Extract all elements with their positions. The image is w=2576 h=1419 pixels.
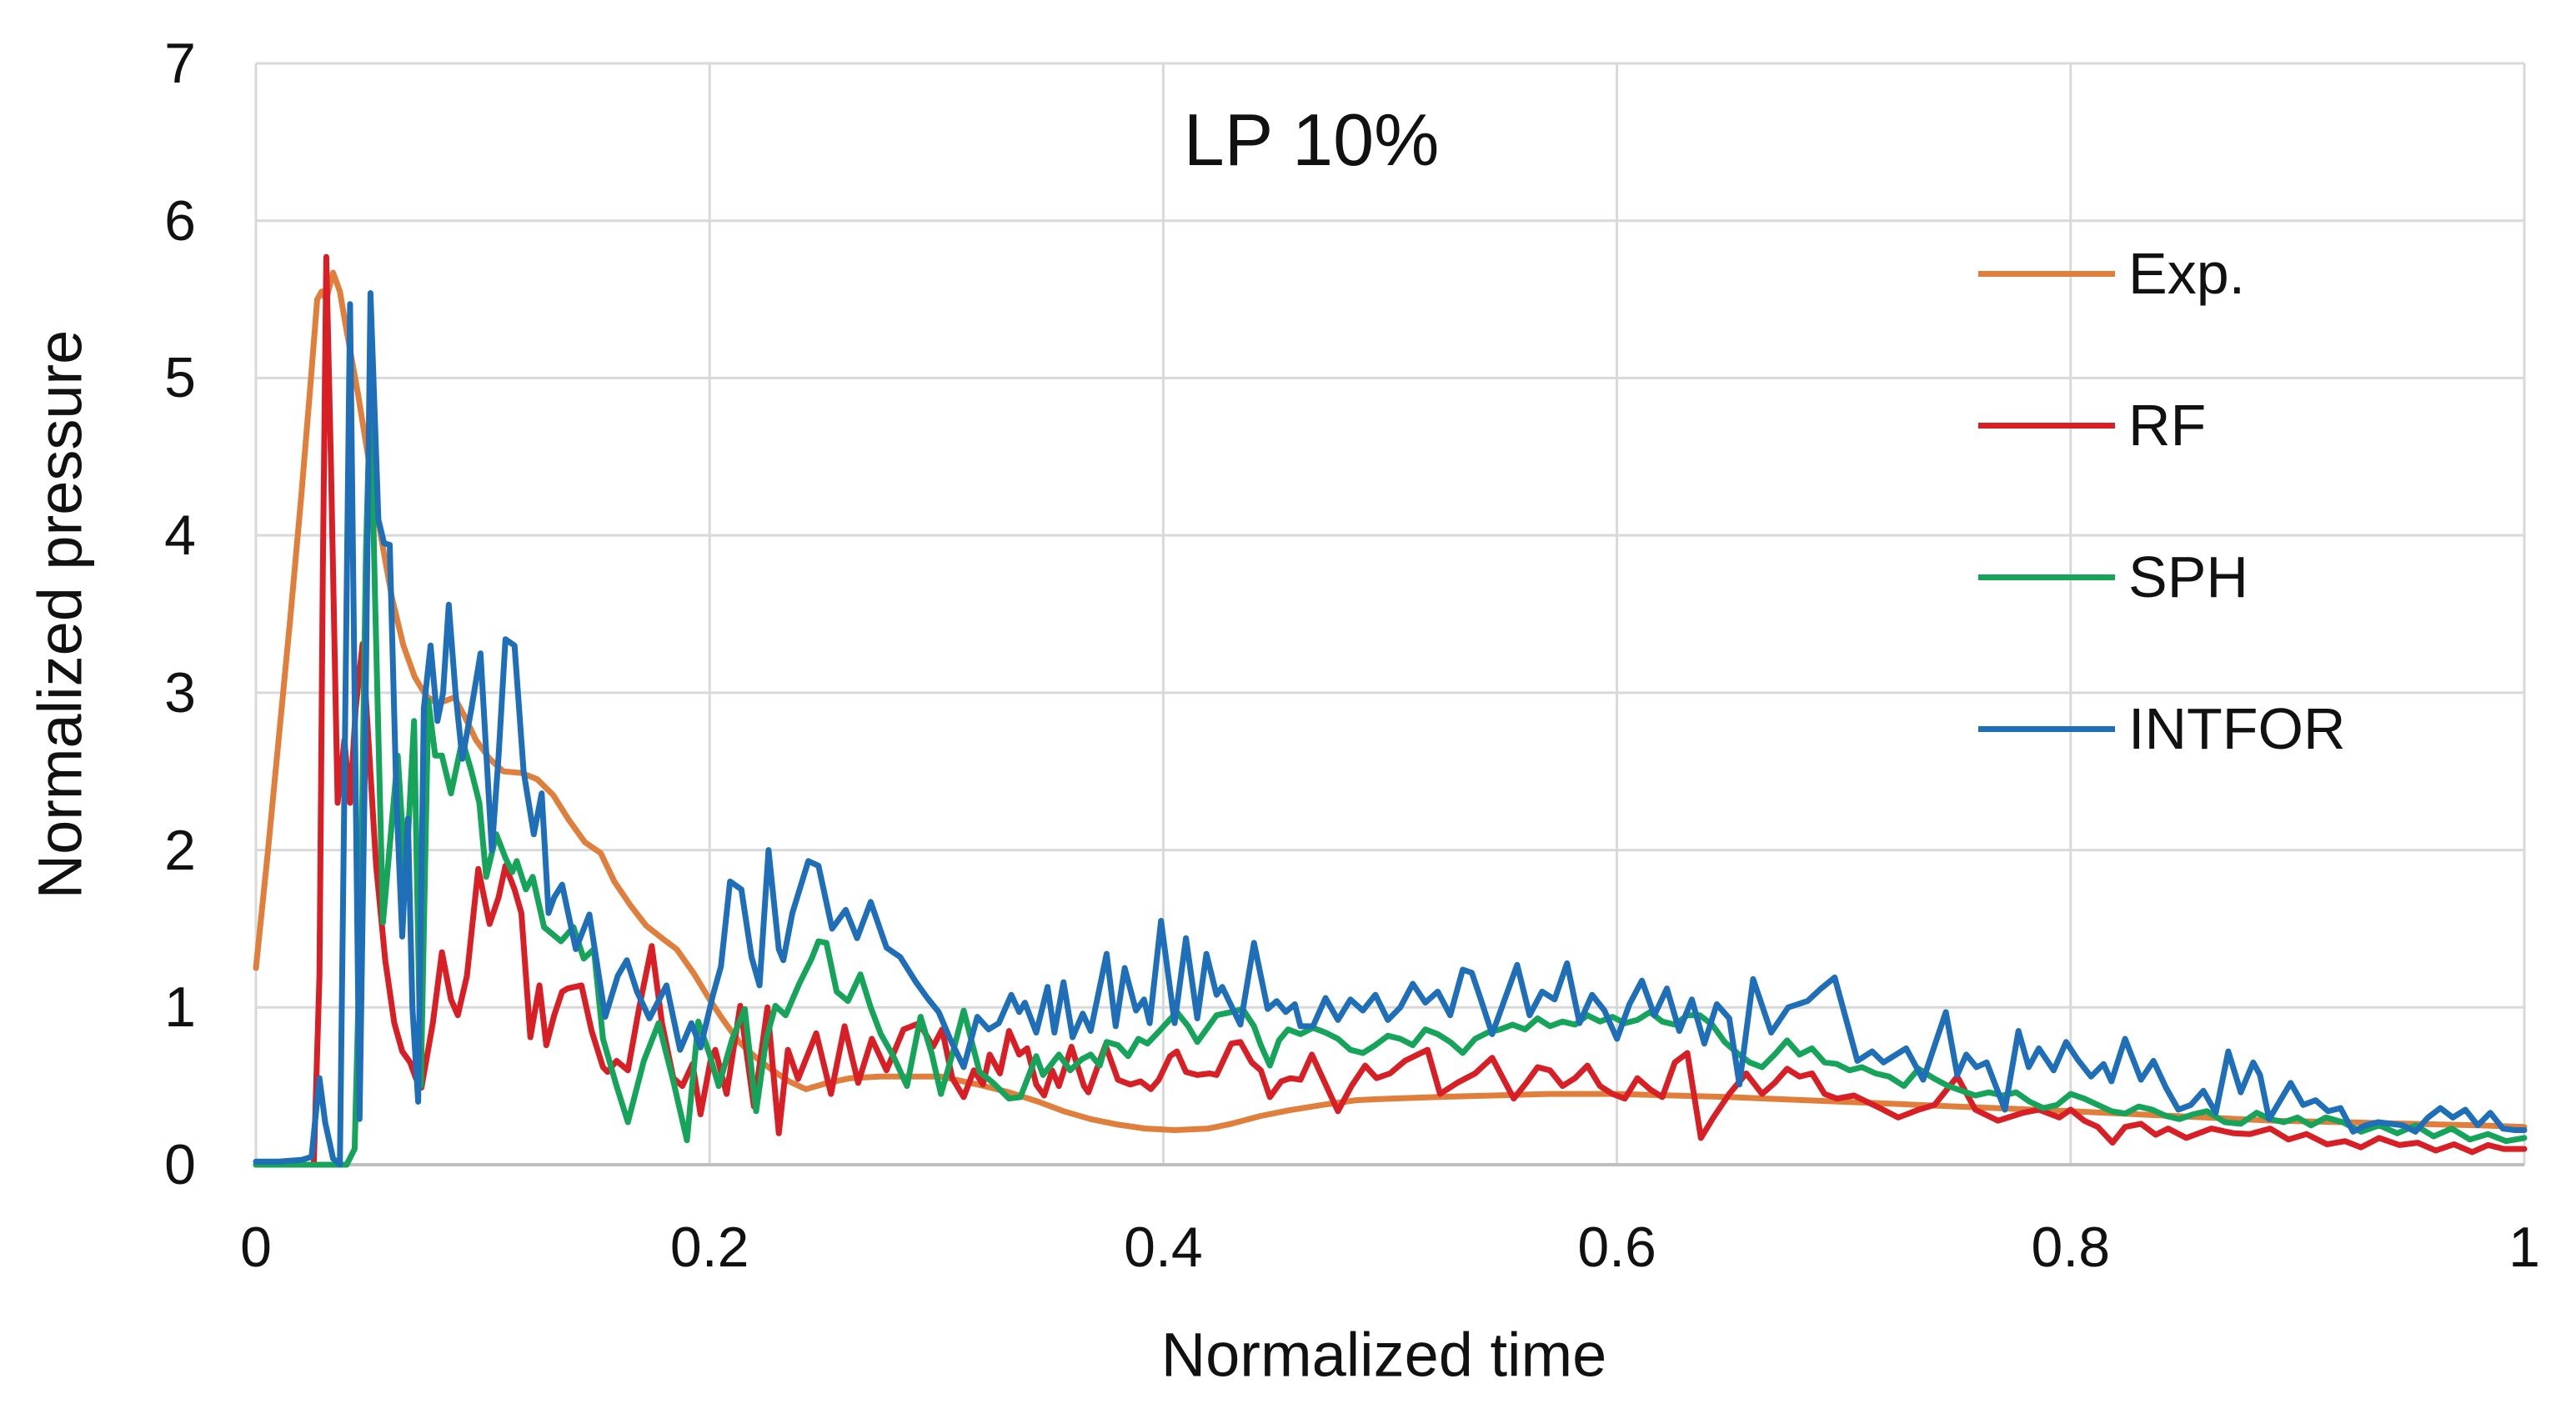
legend-label: SPH [2128, 544, 2248, 609]
y-tick-label: 2 [164, 818, 196, 882]
y-tick-label: 6 [164, 188, 196, 253]
y-axis-title: Normalized pressure [25, 329, 95, 900]
y-tick-label: 0 [164, 1133, 196, 1196]
legend-item-exp: Exp. [1978, 243, 2245, 303]
legend-line-swatch [1978, 725, 2115, 732]
x-tick-label: 0.6 [1577, 1216, 1656, 1279]
x-tick-label: 0.8 [2031, 1216, 2111, 1279]
series-line-rf [253, 253, 2528, 1168]
legend-line-swatch [1978, 270, 2115, 277]
legend-item-sph: SPH [1978, 547, 2248, 607]
x-tick-label: 1 [2508, 1216, 2540, 1279]
x-tick-label: 0.4 [1124, 1216, 1203, 1279]
legend-item-intfor: INTFOR [1978, 699, 2346, 759]
y-tick-label: 4 [164, 504, 196, 568]
y-tick-label: 7 [164, 32, 196, 95]
legend-line-swatch [1978, 574, 2115, 580]
legend-line-swatch [1978, 422, 2115, 429]
gridlines [256, 63, 2524, 1165]
x-tick-label: 0.2 [669, 1216, 749, 1279]
y-tick-label: 5 [164, 346, 196, 410]
legend-label: Exp. [2128, 241, 2246, 306]
x-axis-title: Normalized time [1160, 1320, 1607, 1390]
legend-item-rf: RF [1978, 395, 2206, 455]
y-tick-label: 3 [164, 660, 196, 725]
x-tick-label: 0 [240, 1216, 272, 1279]
legend-label: RF [2128, 393, 2207, 458]
legend-label: INTFOR [2128, 696, 2346, 761]
series-line-intfor [253, 290, 2528, 1168]
chart-title: LP 10% [1183, 98, 1440, 181]
plot-border [254, 62, 2526, 1166]
series-lines [253, 253, 2528, 1168]
y-tick-label: 1 [164, 975, 196, 1040]
